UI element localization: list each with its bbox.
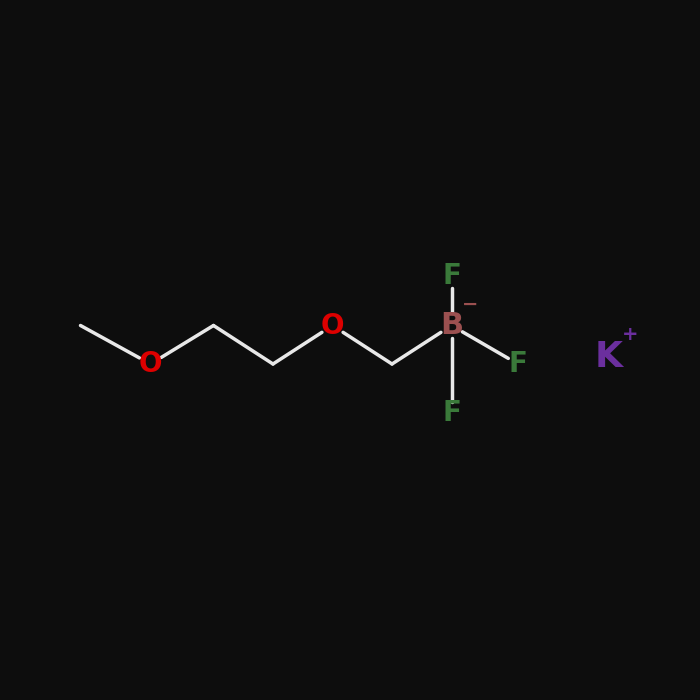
Text: −: − xyxy=(461,295,478,314)
Text: F: F xyxy=(442,262,461,290)
Text: O: O xyxy=(321,312,344,340)
Text: F: F xyxy=(509,350,527,378)
Text: F: F xyxy=(442,399,461,427)
Text: O: O xyxy=(139,350,162,378)
Text: K: K xyxy=(595,340,623,374)
Text: +: + xyxy=(622,325,638,344)
Text: B: B xyxy=(440,311,463,340)
